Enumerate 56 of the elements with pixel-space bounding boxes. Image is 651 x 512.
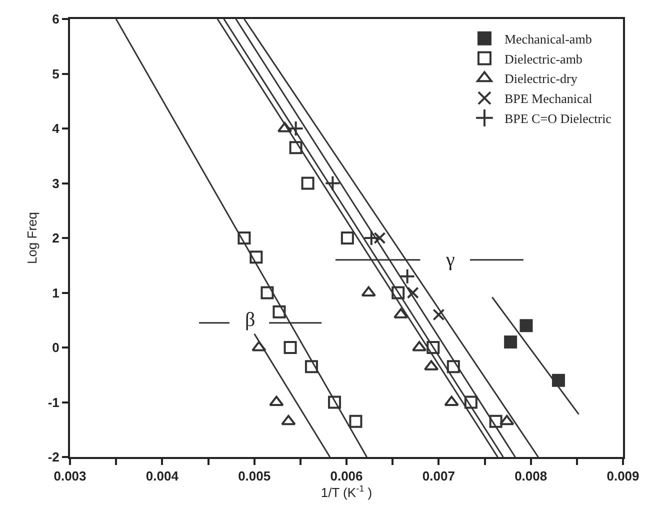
- point: [432, 308, 445, 321]
- point: [500, 414, 514, 426]
- x-tick-label: 0.005: [238, 468, 271, 484]
- legend-label: BPE Mechanical: [504, 91, 593, 106]
- y-tick-label: 1: [52, 285, 60, 300]
- legend-label: Mechanical-amb: [504, 31, 592, 46]
- y-axis-title: Log Freq: [24, 212, 40, 264]
- point: [252, 341, 266, 352]
- point: [269, 396, 284, 406]
- x-axis-title: 1/T (K$^{-1}$ ): [320, 484, 372, 500]
- point: [446, 360, 460, 374]
- y-tick-label: 6: [52, 12, 60, 27]
- point: [426, 341, 440, 354]
- point: [392, 286, 405, 300]
- point: [399, 268, 416, 284]
- y-tick-label: 2: [52, 230, 60, 246]
- y-tick-label: -1: [48, 394, 60, 410]
- annotation: β: [245, 309, 256, 331]
- y-tick-label: -2: [48, 450, 60, 465]
- point: [304, 360, 318, 374]
- x-tick-label: 0.008: [514, 468, 548, 484]
- point: [301, 176, 314, 190]
- legend-label: Dielectric-dry: [504, 71, 578, 86]
- point: [406, 286, 419, 299]
- point: [464, 396, 478, 409]
- point: [281, 414, 296, 426]
- y-tick-label: 3: [52, 176, 60, 191]
- point: [552, 374, 565, 387]
- point: [444, 396, 459, 406]
- y-tick-label: 4: [52, 121, 60, 136]
- point: [284, 341, 297, 354]
- point: [289, 141, 302, 154]
- point: [250, 250, 263, 264]
- legend-label: Dielectric-amb: [504, 51, 582, 66]
- y-tick-label: 5: [52, 66, 60, 82]
- x-tick-label: 0.003: [54, 468, 86, 484]
- y-tick-label: 0: [52, 340, 60, 356]
- point: [238, 232, 251, 244]
- x-tick-label: 0.009: [606, 468, 640, 484]
- point: [489, 414, 502, 428]
- x-tick-label: 0.006: [330, 468, 363, 484]
- point: [272, 305, 286, 318]
- annotation: γ: [445, 249, 455, 271]
- x-tick-label: 0.007: [422, 468, 455, 484]
- point: [361, 286, 376, 296]
- point: [260, 286, 274, 300]
- point: [324, 175, 341, 192]
- point: [340, 232, 354, 244]
- x-tick-label: 0.004: [146, 468, 180, 484]
- point: [394, 308, 408, 318]
- point: [504, 336, 518, 349]
- point: [288, 120, 304, 136]
- point: [520, 319, 533, 332]
- legend-label: BPE C=O Dielectric: [504, 111, 612, 126]
- point: [328, 396, 342, 409]
- point: [349, 414, 362, 428]
